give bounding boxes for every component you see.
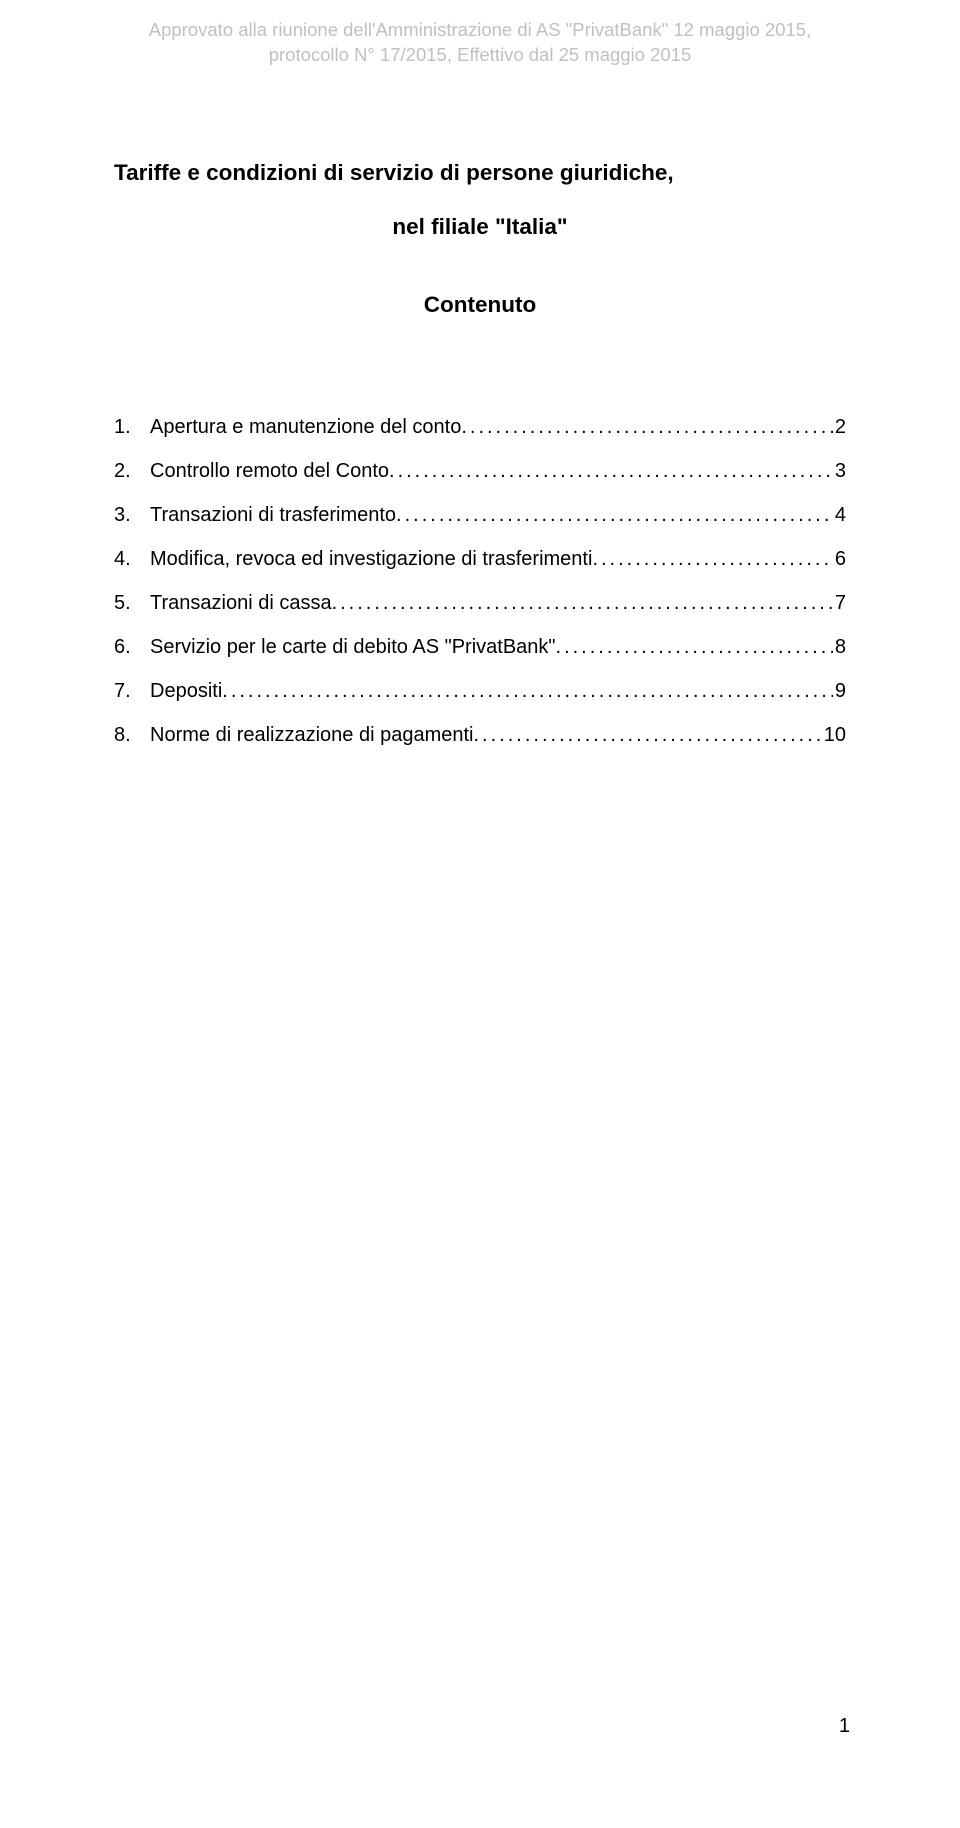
- toc-page-number: 2: [833, 412, 846, 442]
- toc-page-number: 6: [833, 544, 846, 574]
- title-line-1: Tariffe e condizioni di servizio di pers…: [114, 160, 846, 186]
- toc-number: 3.: [114, 500, 150, 530]
- toc-label: Apertura e manutenzione del conto: [150, 412, 461, 442]
- toc-row: 3. Transazioni di trasferimento ........…: [114, 500, 846, 530]
- toc-page-number: 8: [833, 632, 846, 662]
- toc-label: Transazioni di cassa: [150, 588, 332, 618]
- toc-row: 5. Transazioni di cassa ................…: [114, 588, 846, 618]
- header-line-1: Approvato alla riunione dell'Amministraz…: [0, 18, 960, 43]
- header-line-2: protocollo N° 17/2015, Effettivo dal 25 …: [0, 43, 960, 68]
- document-page: Approvato alla riunione dell'Amministraz…: [0, 0, 960, 1828]
- toc-label: Norme di realizzazione di pagamenti: [150, 720, 474, 750]
- toc-leader-dots: ........................................…: [474, 720, 822, 750]
- toc-label: Depositi: [150, 676, 222, 706]
- approval-header: Approvato alla riunione dell'Amministraz…: [0, 18, 960, 68]
- toc-row: 7. Depositi ............................…: [114, 676, 846, 706]
- toc-page-number: 9: [833, 676, 846, 706]
- toc-label: Controllo remoto del Conto: [150, 456, 389, 486]
- toc-row: 1. Apertura e manutenzione del conto ...…: [114, 412, 846, 442]
- toc-leader-dots: ........................................…: [332, 588, 833, 618]
- table-of-contents: 1. Apertura e manutenzione del conto ...…: [114, 412, 846, 764]
- toc-page-number: 4: [833, 500, 846, 530]
- toc-page-number: 10: [822, 720, 846, 750]
- contents-heading: Contenuto: [114, 292, 846, 318]
- toc-number: 2.: [114, 456, 150, 486]
- toc-row: 6. Servizio per le carte di debito AS "P…: [114, 632, 846, 662]
- page-number: 1: [839, 1715, 850, 1738]
- toc-number: 5.: [114, 588, 150, 618]
- toc-label: Modifica, revoca ed investigazione di tr…: [150, 544, 592, 574]
- toc-row: 4. Modifica, revoca ed investigazione di…: [114, 544, 846, 574]
- toc-leader-dots: ........................................…: [461, 412, 833, 442]
- toc-page-number: 3: [833, 456, 846, 486]
- toc-label: Transazioni di trasferimento: [150, 500, 396, 530]
- toc-leader-dots: ........................................…: [396, 500, 833, 530]
- title-line-2: nel filiale "Italia": [114, 214, 846, 240]
- title-block: Tariffe e condizioni di servizio di pers…: [114, 160, 846, 318]
- toc-page-number: 7: [833, 588, 846, 618]
- toc-label: Servizio per le carte di debito AS "Priv…: [150, 632, 556, 662]
- toc-row: 2. Controllo remoto del Conto ..........…: [114, 456, 846, 486]
- toc-number: 6.: [114, 632, 150, 662]
- toc-number: 7.: [114, 676, 150, 706]
- toc-number: 1.: [114, 412, 150, 442]
- toc-number: 8.: [114, 720, 150, 750]
- toc-row: 8. Norme di realizzazione di pagamenti .…: [114, 720, 846, 750]
- toc-number: 4.: [114, 544, 150, 574]
- toc-leader-dots: ........................................…: [222, 676, 833, 706]
- toc-leader-dots: ........................................…: [592, 544, 832, 574]
- toc-leader-dots: ........................................…: [389, 456, 833, 486]
- toc-leader-dots: ........................................…: [556, 632, 833, 662]
